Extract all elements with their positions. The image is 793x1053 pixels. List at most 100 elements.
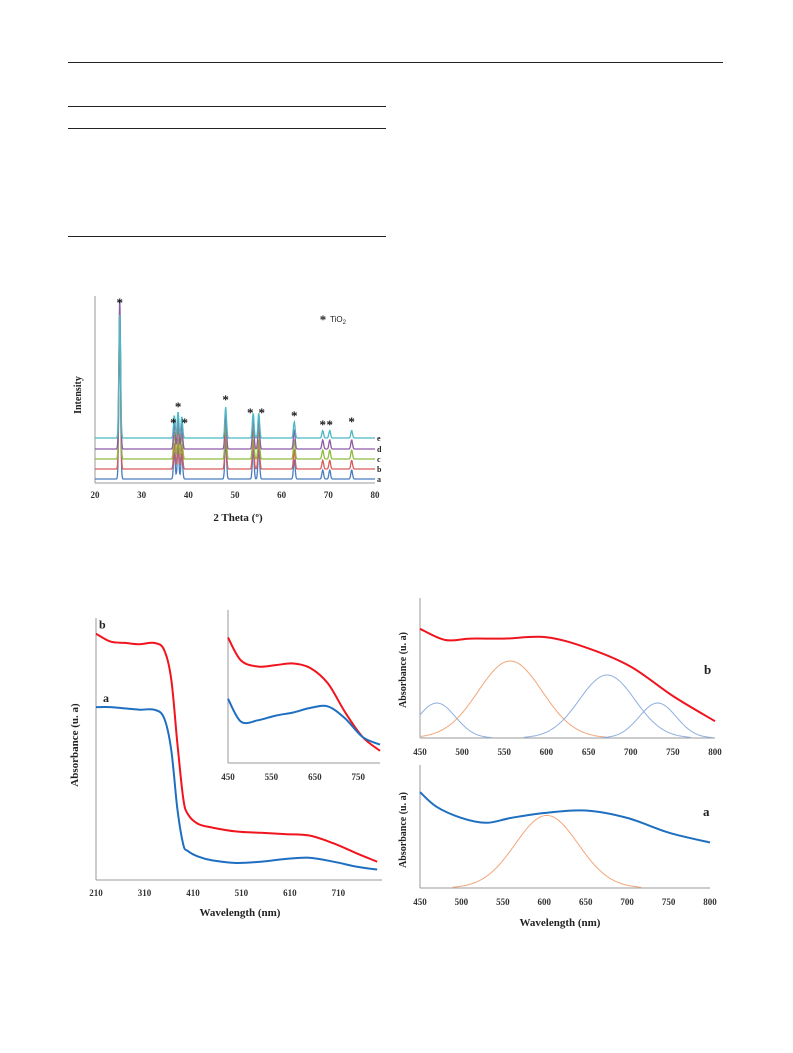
deconv-b-label: b (704, 662, 711, 677)
db-tick-5: 700 (624, 747, 638, 757)
uv-series-labels: ba (99, 618, 109, 705)
da-tick-4: 650 (579, 897, 593, 907)
xrd-legend: * TiO2 (320, 312, 347, 327)
xrd-peak-star-0: * (116, 295, 123, 310)
xrd-tick-6: 80 (371, 490, 381, 500)
xrd-peak-markers: ****** * ** * * (116, 295, 354, 432)
table-rule-bottom (68, 236, 386, 237)
xrd-peak-star-2: * (175, 399, 182, 414)
db-component-1 (420, 660, 607, 738)
deconv-a-axes (419, 765, 710, 889)
da-tick-7: 800 (703, 897, 717, 907)
db-tick-6: 750 (666, 747, 680, 757)
deconv-a-components (452, 814, 642, 888)
xrd-series-label-d: d (377, 445, 382, 454)
deconv-a-series-group (419, 791, 711, 844)
deconv-b-series-group (419, 627, 716, 723)
xrd-series-a (95, 329, 375, 480)
xrd-series-c (95, 309, 375, 460)
da-tick-3: 600 (538, 897, 552, 907)
db-tick-1: 500 (455, 747, 469, 757)
xrd-peak-star-3: * (182, 415, 189, 430)
xrd-legend-marker: * (320, 312, 327, 327)
da-tick-6: 750 (662, 897, 676, 907)
deconv-b-tick-labels: 450 500 550 600 650 700 750 800 (413, 747, 722, 757)
uv-series-label-a: a (103, 691, 109, 705)
xrd-peak-star-4: * (222, 392, 229, 407)
uv-tick-2: 410 (186, 888, 200, 898)
xrd-tick-4: 60 (277, 490, 287, 500)
xrd-series-label-c: c (377, 455, 381, 464)
uv-series-label-b: b (99, 618, 106, 632)
uv-xlabel: Wavelength (nm) (200, 907, 281, 919)
deconv-a-ylabel: Absorbance (u. a) (398, 792, 409, 868)
xrd-legend-text: TiO2 (330, 315, 347, 326)
db-tick-7: 800 (708, 747, 722, 757)
xrd-series-label-b: b (377, 465, 382, 474)
da-tick-2: 550 (496, 897, 510, 907)
uv-inset-series-a (227, 698, 381, 746)
db-component-2 (523, 674, 691, 738)
uv-series-b (95, 632, 378, 863)
uv-inset-tick-3: 750 (352, 772, 366, 782)
db-tick-3: 600 (540, 747, 554, 757)
xrd-peak-star-6: * (259, 405, 266, 420)
uv-inset-series-group (227, 637, 381, 752)
xrd-tick-2: 40 (184, 490, 194, 500)
xrd-legend-text-main: TiO (330, 315, 343, 324)
deconv-a-xlabel: Wavelength (nm) (520, 917, 601, 929)
uv-series-group (95, 632, 378, 871)
deconv-a-tick-labels: 450 500 550 600 650 700 750 800 (413, 897, 717, 907)
xrd-series-group (95, 299, 375, 480)
xrd-series-label-e: e (377, 434, 381, 443)
xrd-tick-1: 30 (137, 490, 147, 500)
da-component-0 (452, 814, 642, 888)
uv-inset-tick-0: 450 (221, 772, 235, 782)
uv-inset-tick-labels: 450 550 650 750 (221, 772, 365, 782)
uv-inset-tick-1: 550 (265, 772, 279, 782)
xrd-peak-star-8: * (319, 417, 326, 432)
uv-inset-series-b (227, 637, 381, 752)
header-rule (68, 62, 723, 63)
uv-tick-1: 310 (138, 888, 152, 898)
xrd-tick-labels: 20 30 40 50 60 70 80 (91, 490, 381, 500)
da-series-a (419, 791, 711, 844)
xrd-tick-3: 50 (231, 490, 241, 500)
uv-tick-3: 510 (235, 888, 249, 898)
xrd-series-label-a: a (377, 475, 381, 484)
xrd-peak-star-7: * (291, 408, 298, 423)
db-series-b (419, 627, 716, 723)
xrd-peak-star-10: * (348, 414, 355, 429)
xrd-peak-star-1: * (170, 415, 177, 430)
db-tick-2: 550 (498, 747, 512, 757)
da-tick-5: 700 (620, 897, 634, 907)
xrd-tick-5: 70 (324, 490, 334, 500)
xrd-peak-star-5: * (247, 405, 254, 420)
xrd-series-b (95, 324, 375, 470)
uv-tick-0: 210 (89, 888, 103, 898)
xrd-axes (94, 296, 375, 484)
deconv-a-label: a (703, 804, 710, 819)
deconv-b-ylabel: Absorbance (u. a) (398, 632, 409, 708)
xrd-series-e (95, 314, 375, 439)
uv-inset-tick-2: 650 (308, 772, 322, 782)
db-component-0 (419, 702, 493, 739)
xrd-tick-0: 20 (91, 490, 101, 500)
xrd-xlabel: 2 Theta (º) (213, 512, 263, 524)
xrd-ylabel: Intensity (73, 376, 84, 414)
table-rule-top (68, 106, 386, 107)
table-rule-mid (68, 128, 386, 129)
uv-ylabel: Absorbance (u. a) (69, 703, 81, 787)
da-tick-0: 450 (413, 897, 427, 907)
uv-tick-4: 610 (283, 888, 297, 898)
xrd-legend-text-sub: 2 (343, 320, 347, 326)
deconv-b-components (419, 660, 714, 739)
xrd-series-d (95, 299, 375, 450)
da-tick-1: 500 (455, 897, 469, 907)
